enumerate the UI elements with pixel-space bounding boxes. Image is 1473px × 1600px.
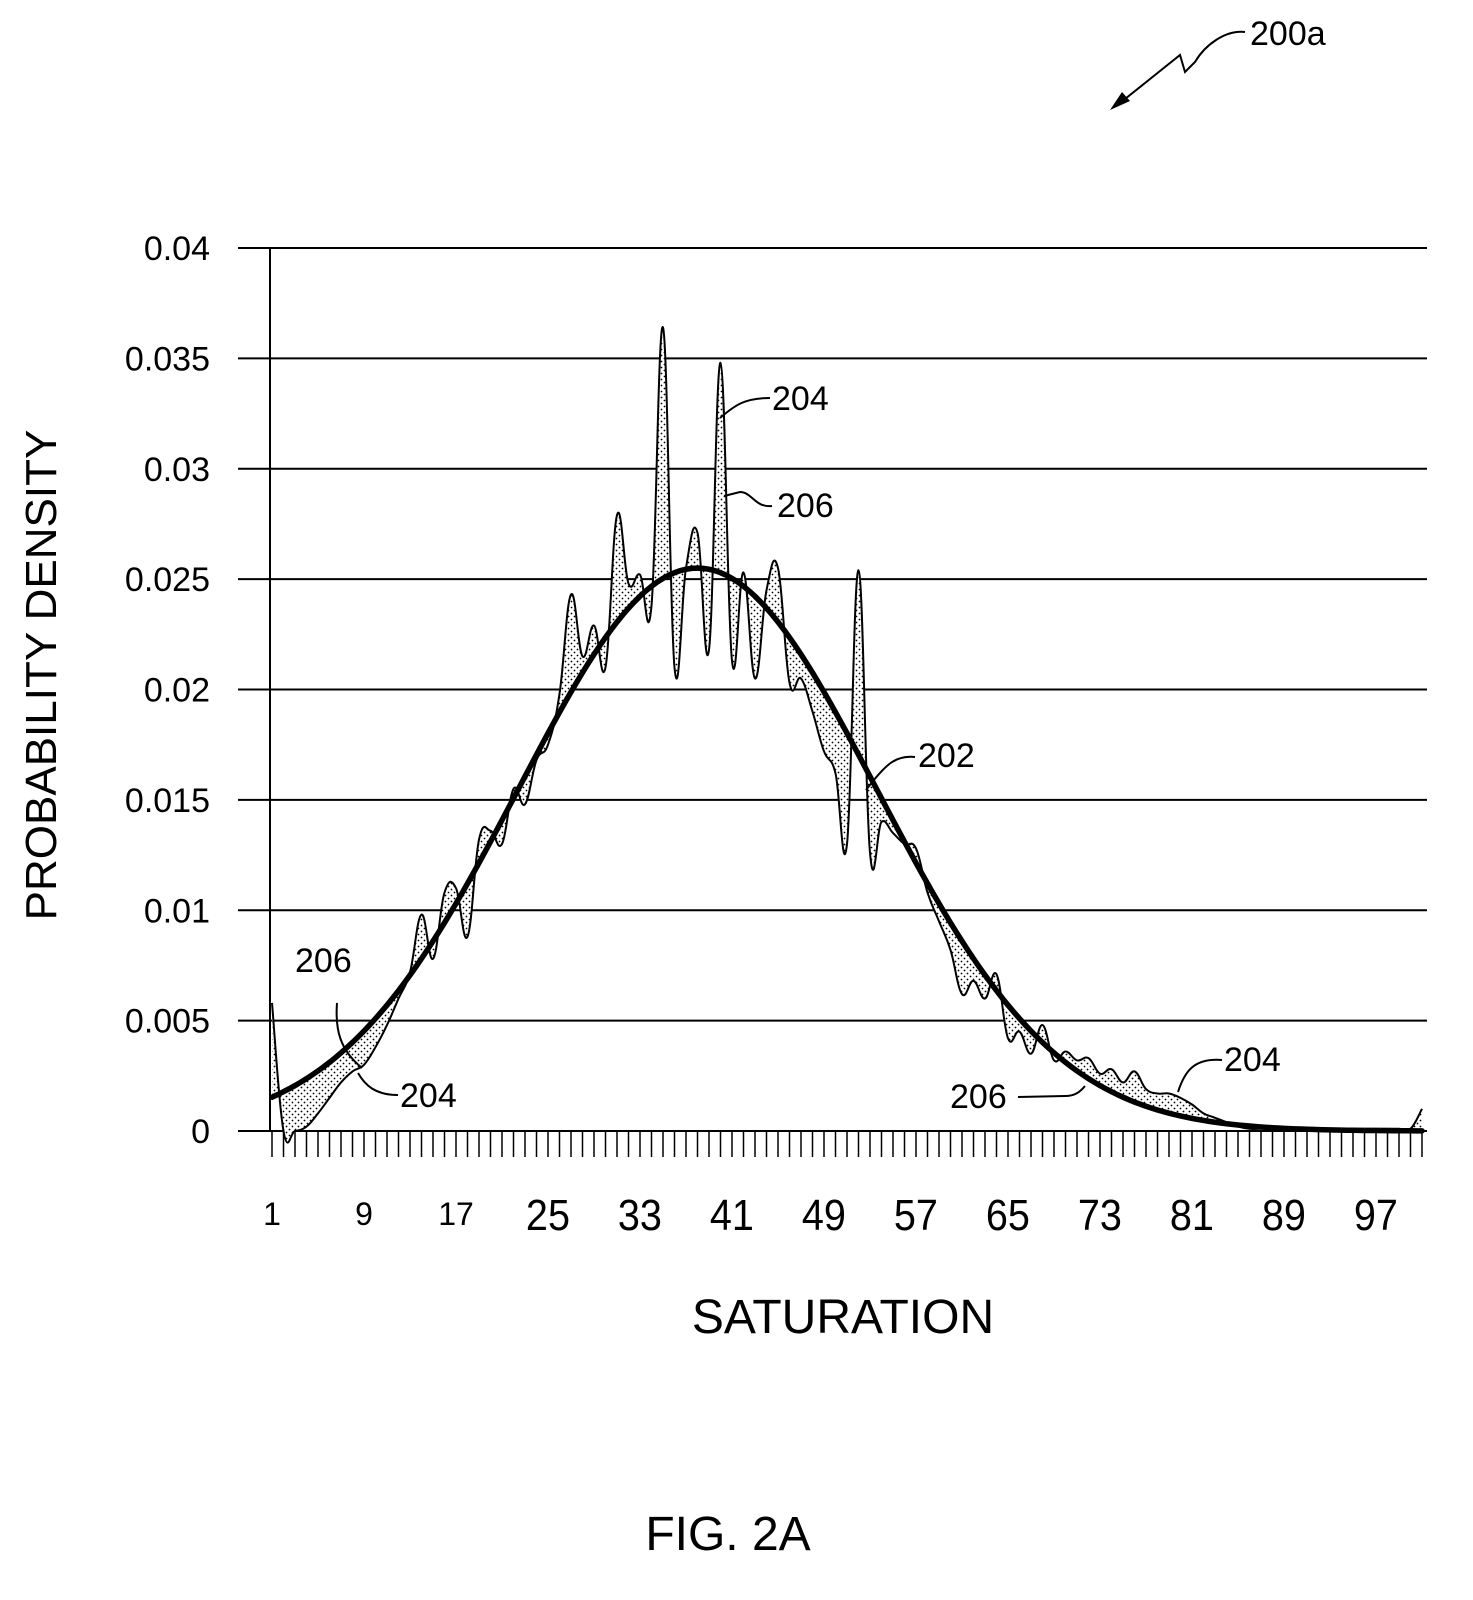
x-tick-label: 65 bbox=[986, 1190, 1030, 1239]
x-tick-label: 41 bbox=[710, 1190, 754, 1239]
y-axis-title: PROBABILITY DENSITY bbox=[17, 430, 66, 921]
x-tick-label: 57 bbox=[894, 1190, 938, 1239]
x-tick-label: 97 bbox=[1354, 1190, 1398, 1239]
y-tick-label: 0.005 bbox=[125, 1003, 210, 1041]
annotation-204: 204 bbox=[1224, 1041, 1281, 1079]
x-tick-label: 73 bbox=[1078, 1190, 1122, 1239]
x-tick-label: 17 bbox=[438, 1196, 474, 1232]
y-tick-label: 0.04 bbox=[144, 230, 210, 268]
annotation-204: 204 bbox=[400, 1077, 457, 1115]
y-tick-label: 0.03 bbox=[144, 451, 210, 489]
annotation-206: 206 bbox=[295, 942, 352, 980]
x-tick-label: 33 bbox=[618, 1190, 662, 1239]
y-tick-label: 0.025 bbox=[125, 561, 210, 599]
y-tick-label: 0.01 bbox=[144, 892, 210, 930]
x-tick-label: 1 bbox=[263, 1196, 281, 1232]
y-tick-label: 0.015 bbox=[125, 782, 210, 820]
x-tick-label: 25 bbox=[526, 1190, 570, 1239]
figure-reference: 200a bbox=[1250, 15, 1326, 53]
empirical-series-204 bbox=[271, 326, 1423, 1144]
x-tick-label: 89 bbox=[1262, 1190, 1306, 1239]
x-axis-title: SATURATION bbox=[692, 1291, 994, 1344]
figure-caption: FIG. 2A bbox=[645, 1508, 810, 1561]
annotation-202: 202 bbox=[918, 737, 975, 775]
x-tick-label: 81 bbox=[1170, 1190, 1214, 1239]
annotation-206: 206 bbox=[777, 487, 834, 525]
x-tick-label: 49 bbox=[802, 1190, 846, 1239]
annotation-206: 206 bbox=[950, 1078, 1007, 1116]
x-tick-label: 9 bbox=[355, 1196, 373, 1232]
reference-arrow bbox=[1119, 30, 1246, 104]
annotation-204: 204 bbox=[772, 380, 829, 418]
x-ticks: 1 9 17 25 33 41 49 57 65 73 81 89 97 bbox=[263, 1131, 1423, 1239]
fitted-curve-202 bbox=[269, 565, 1425, 1134]
y-tick-label: 0.02 bbox=[144, 672, 210, 710]
y-tick-label: 0.035 bbox=[125, 340, 210, 378]
y-tick-label: 0 bbox=[191, 1113, 210, 1151]
annotations: 204 206 202 206 204 206 204 bbox=[295, 380, 1281, 1116]
gridlines bbox=[238, 247, 1427, 1132]
y-tick-labels: 0 0.005 0.01 0.015 0.02 0.025 0.03 0.035 0.04 bbox=[125, 230, 210, 1151]
arrowhead-icon bbox=[1110, 92, 1130, 110]
